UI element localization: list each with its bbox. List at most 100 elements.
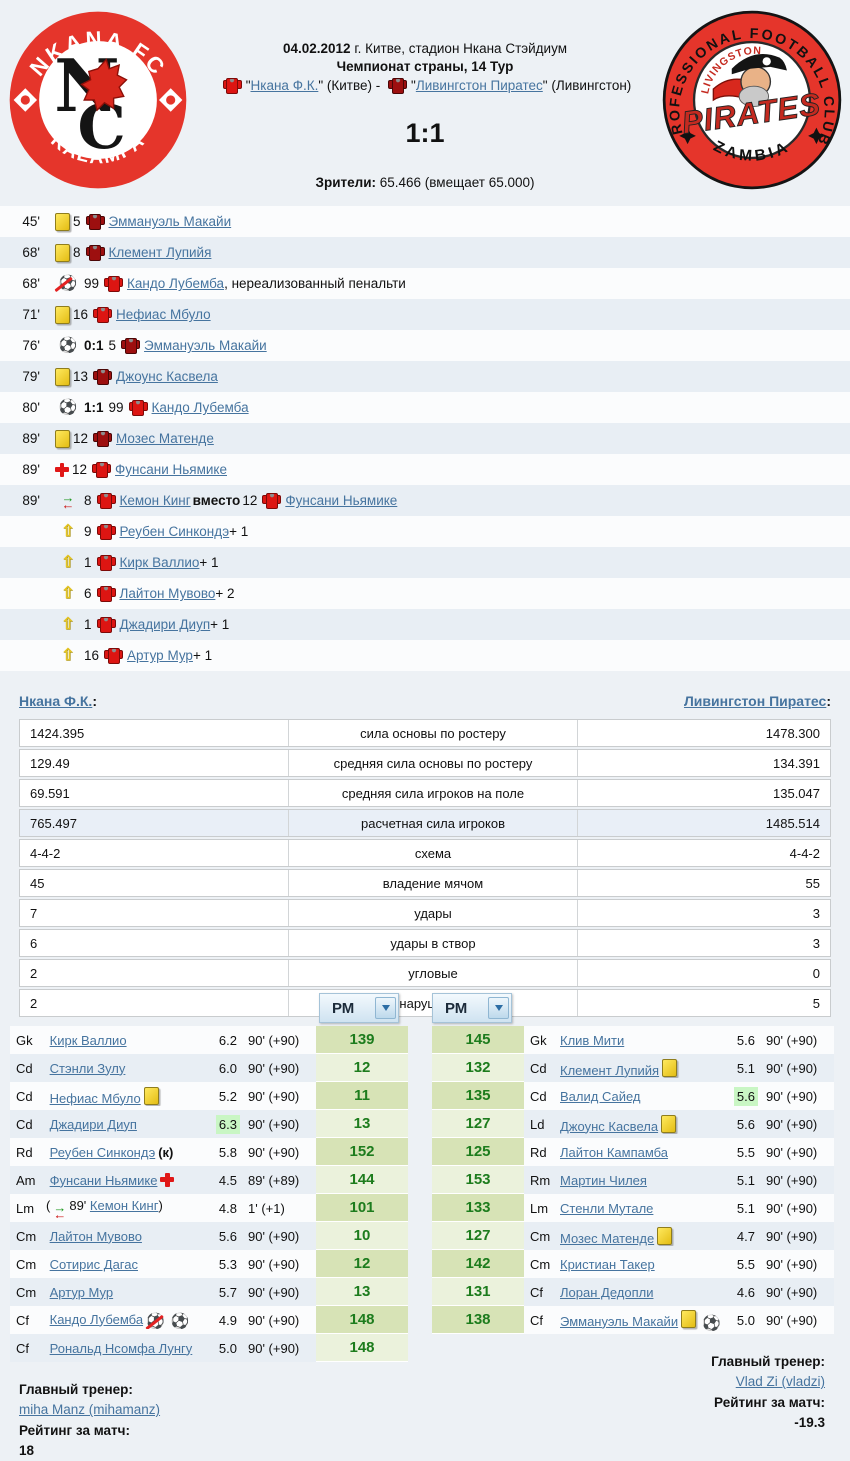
player-link[interactable]: Мартин Чилея bbox=[560, 1172, 647, 1188]
player-minutes: 90' (+90) bbox=[766, 1228, 818, 1244]
player-link[interactable]: Лоран Дедопли bbox=[560, 1284, 654, 1300]
player-link[interactable]: Эммануэль Макайи bbox=[560, 1313, 679, 1329]
player-pm-value: 132 bbox=[432, 1054, 524, 1082]
event-player-link[interactable]: Кемон Кинг bbox=[119, 493, 191, 508]
player-event-icon-2 bbox=[171, 1314, 190, 1329]
event-player-link[interactable]: Фунсани Ньямике bbox=[115, 462, 227, 477]
player-link[interactable]: Клемент Лупийя bbox=[560, 1062, 660, 1078]
player-pm-value: 10 bbox=[316, 1222, 408, 1250]
pm-dropdown-button[interactable] bbox=[488, 997, 509, 1019]
stat-label: средняя сила игроков на поле bbox=[341, 785, 525, 801]
home-logo-image: NKANA FC N C KALAMPA bbox=[9, 11, 187, 189]
event-player-link[interactable]: Нефиас Мбуло bbox=[116, 307, 211, 322]
player-link[interactable]: Лайтон Мувово bbox=[49, 1228, 142, 1244]
player-rating: 5.8 bbox=[218, 1144, 237, 1160]
player-minutes: 89' (+89) bbox=[248, 1172, 300, 1188]
event-player-link[interactable]: Кандо Лубемба bbox=[151, 400, 249, 415]
player-number: 1 bbox=[84, 617, 92, 632]
player-link[interactable]: Джоунс Касвела bbox=[560, 1118, 659, 1134]
substitution-minute: 89' bbox=[69, 1198, 87, 1213]
event-player-link[interactable]: Эммануэль Макайи bbox=[108, 214, 232, 229]
event-player-link[interactable]: Лайтон Мувово bbox=[119, 586, 216, 601]
pm-header-label: РМ bbox=[445, 999, 468, 1017]
away-player-row: 127 Ld Джоунс Касвела 5.6 90' (+90) bbox=[432, 1110, 834, 1138]
player-minutes: 90' (+90) bbox=[766, 1312, 818, 1328]
player-pm-value: 12 bbox=[316, 1054, 408, 1082]
event-player-link[interactable]: Кандо Лубемба bbox=[127, 276, 225, 291]
player-link[interactable]: Валид Сайед bbox=[560, 1088, 641, 1104]
player-link[interactable]: Артур Мур bbox=[49, 1284, 114, 1300]
home-pm-column-header[interactable]: РМ bbox=[319, 993, 399, 1023]
away-player-row: 145 Gk Клив Мити 5.6 90' (+90) bbox=[432, 1026, 834, 1054]
home-team-link[interactable]: Нкана Ф.К. bbox=[250, 78, 319, 93]
home-player-row: Cf Кандо Лубемба 4.9 90' (+90) 148 bbox=[10, 1306, 408, 1334]
event-icon bbox=[55, 400, 81, 415]
player-link[interactable]: Лайтон Кампамба bbox=[560, 1144, 669, 1160]
home-coach-link[interactable]: miha Manz (mihamanz) bbox=[19, 1402, 161, 1418]
captain-mark: (к) bbox=[158, 1144, 174, 1160]
player-link[interactable]: Мозес Матенде bbox=[560, 1230, 655, 1246]
player-minutes: 90' (+90) bbox=[766, 1172, 818, 1188]
away-pm-column-header[interactable]: РМ bbox=[432, 993, 512, 1023]
player-link[interactable]: Стенли Мутале bbox=[560, 1200, 654, 1216]
player-link[interactable]: Стэнли Зулу bbox=[49, 1060, 126, 1076]
player-link[interactable]: Кирк Валлио bbox=[49, 1032, 127, 1048]
event-player-link[interactable]: Клемент Лупийя bbox=[108, 245, 212, 260]
player-name-cell: Реубен Синкондэ (к) bbox=[46, 1145, 204, 1160]
home-shirt-icon bbox=[222, 77, 242, 94]
event-player-link[interactable]: Джадири Диуп bbox=[119, 617, 211, 632]
event-player-link[interactable]: Эммануэль Макайи bbox=[144, 338, 267, 353]
player-name-cell: Валид Сайед bbox=[560, 1089, 722, 1104]
player-position: Ld bbox=[530, 1116, 545, 1132]
player-pm-value: 142 bbox=[432, 1250, 524, 1278]
coach-label: Главный тренер: bbox=[19, 1382, 133, 1397]
away-logo-image: PROFESSIONAL FOOTBALL CLUB ZAMBIA LIVING… bbox=[660, 8, 842, 190]
event-player-link[interactable]: Реубен Синкондэ bbox=[119, 524, 230, 539]
match-venue: г. Китве, стадион Нкана Стэйдиум bbox=[350, 41, 567, 56]
player-link[interactable]: Реубен Синкондэ bbox=[49, 1144, 156, 1160]
player-rating: 4.6 bbox=[736, 1284, 755, 1300]
coach-label: Главный тренер: bbox=[711, 1354, 825, 1369]
player-link[interactable]: Кемон Кинг bbox=[89, 1198, 159, 1213]
player-position: Cm bbox=[16, 1228, 37, 1244]
stat-label: сила основы по ростеру bbox=[360, 725, 506, 741]
event-player-out-link[interactable]: Фунсани Ньямике bbox=[285, 493, 398, 508]
player-link[interactable]: Нефиас Мбуло bbox=[49, 1090, 141, 1106]
home-team-stats-link[interactable]: Нкана Ф.К. bbox=[19, 693, 93, 709]
event-player-link[interactable]: Кирк Валлио bbox=[119, 555, 200, 570]
home-player-row: Cd Джадири Диуп 6.3 90' (+90) 13 bbox=[10, 1110, 408, 1138]
player-pm-value: 133 bbox=[432, 1194, 524, 1222]
event-player-link[interactable]: Джоунс Касвела bbox=[116, 369, 218, 384]
team-shirt-icon bbox=[104, 647, 124, 664]
player-link[interactable]: Сотирис Дагас bbox=[49, 1256, 138, 1272]
player-link[interactable]: Фунсани Ньямике bbox=[49, 1172, 158, 1188]
player-position: Rm bbox=[530, 1172, 551, 1188]
event-player-link[interactable]: Артур Мур bbox=[127, 648, 193, 663]
home-player-row: Cf Рональд Нсомфа Лунгу 5.0 90' (+90) 14… bbox=[10, 1334, 408, 1362]
away-team-stats-link[interactable]: Ливингстон Пиратес bbox=[683, 693, 827, 709]
player-minutes: 1' (+1) bbox=[248, 1200, 285, 1216]
player-link[interactable]: Кристиан Такер bbox=[560, 1256, 655, 1272]
player-position: Cf bbox=[530, 1284, 543, 1300]
player-link[interactable]: Клив Мити bbox=[560, 1032, 625, 1048]
away-team-link[interactable]: Ливингстон Пиратес bbox=[415, 78, 543, 93]
player-rating: 5.1 bbox=[736, 1060, 755, 1076]
away-coach-link[interactable]: Vlad Zi (vladzi) bbox=[735, 1374, 825, 1390]
player-minutes: 90' (+90) bbox=[766, 1144, 818, 1160]
pm-dropdown-button[interactable] bbox=[375, 997, 396, 1019]
stat-home-value: 45 bbox=[20, 870, 289, 896]
team-shirt-icon bbox=[96, 554, 116, 571]
player-rating: 5.0 bbox=[218, 1340, 237, 1356]
event-player-link[interactable]: Мозес Матенде bbox=[116, 431, 214, 446]
player-position: Cf bbox=[530, 1312, 543, 1328]
player-link[interactable]: Рональд Нсомфа Лунгу bbox=[49, 1340, 193, 1356]
player-event-icon-1 bbox=[143, 1086, 159, 1105]
player-link[interactable]: Джадири Диуп bbox=[49, 1116, 137, 1132]
player-rating: 5.6 bbox=[218, 1228, 237, 1244]
player-link[interactable]: Кандо Лубемба bbox=[49, 1311, 144, 1327]
stat-label: схема bbox=[414, 845, 452, 861]
stat-home-value: 7 bbox=[20, 900, 289, 926]
event-minute: 89' bbox=[22, 431, 40, 446]
team-shirt-icon bbox=[96, 616, 116, 633]
team-shirt-icon bbox=[104, 275, 124, 292]
